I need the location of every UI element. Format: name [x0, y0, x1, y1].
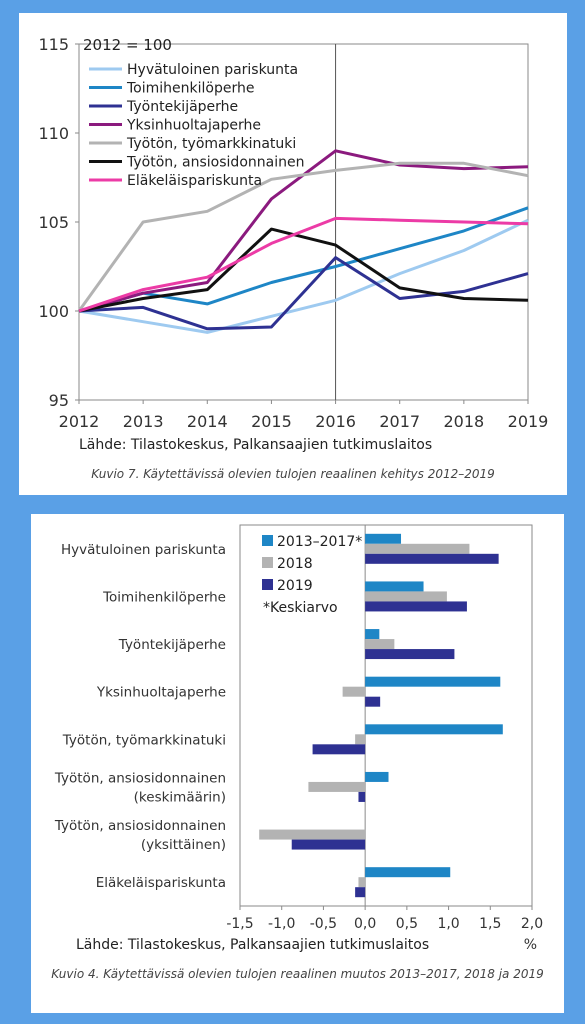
x-unit-label: % [524, 937, 537, 953]
bar-ty-t-n-ansiosidonnainen-yksitt-inen-2 [291, 839, 366, 850]
bar-hyv-tuloinen-pariskunta-2 [365, 553, 499, 564]
bar-ty-ntekij-perhe-0 [365, 629, 380, 640]
legend-label-ty-ntekij-perhe: Työntekijäperhe [126, 99, 238, 115]
bar-hyv-tuloinen-pariskunta-0 [365, 533, 402, 544]
plot-frame [239, 524, 533, 907]
y-tick-label-105: 105 [38, 213, 69, 232]
source-note: Lähde: Tilastokeskus, Palkansaajien tutk… [76, 937, 429, 953]
y-tick-label-95: 95 [49, 391, 69, 410]
series-line-hyv-tuloinen-pariskunta [78, 218, 529, 334]
legend-note: *Keskiarvo [263, 600, 338, 616]
legend-swatch-2 [262, 579, 273, 590]
category-label-ty-t-n-ty-markkinatuki-0: Työtön, työmarkkinatuki [62, 732, 226, 748]
series-line-ty-t-n-ty-markkinatuki [77, 161, 529, 312]
category-label-ty-t-n-ansiosidonnainen-keskim-rin-1: (keskimäärin) [134, 789, 226, 805]
bar-ty-t-n-ty-markkinatuki-2 [312, 744, 366, 755]
bar-ty-ntekij-perhe-2 [365, 649, 455, 660]
legend-label-el-kel-ispariskunta: Eläkeläispariskunta [127, 173, 262, 189]
category-label-toimihenkil-perhe-0: Toimihenkilöperhe [102, 589, 226, 605]
x-tick-label-2: -0,5 [310, 916, 337, 932]
index-base-note: 2012 = 100 [83, 36, 172, 54]
bar-el-kel-ispariskunta-0 [365, 867, 451, 878]
y-tick-label-110: 110 [38, 124, 69, 143]
bar-toimihenkil-perhe-2 [365, 601, 467, 612]
bar-ty-t-n-ansiosidonnainen-keskim-rin-1 [308, 781, 366, 792]
category-label-el-kel-ispariskunta-0: Eläkeläispariskunta [96, 875, 226, 891]
x-tick-label-1: -1,0 [268, 916, 295, 932]
legend-label-ty-t-n-ty-markkinatuki: Työtön, työmarkkinatuki [126, 136, 296, 152]
x-tick-label-2012: 2012 [59, 412, 100, 431]
series-line-toimihenkil-perhe [78, 206, 529, 313]
x-tick-label-7: 2,0 [521, 916, 543, 932]
series-line-ty-t-n-ansiosidonnainen [78, 227, 529, 313]
series-line-ty-ntekij-perhe [78, 256, 529, 331]
legend-label-hyv-tuloinen-pariskunta: Hyvätuloinen pariskunta [127, 62, 298, 78]
bar-ty-t-n-ansiosidonnainen-keskim-rin-0 [365, 771, 389, 782]
category-label-ty-t-n-ansiosidonnainen-yksitt-inen-0: Työtön, ansiosidonnainen [54, 818, 226, 834]
x-tick-label-2014: 2014 [187, 412, 228, 431]
legend-label-0: 2013–2017* [277, 534, 362, 550]
x-tick-label-0: -1,5 [226, 916, 253, 932]
bar-chart-panel: -1,5 -1,0 -0,5 0,0 0,5 1,0 1,5 2,0% Hyvätuloinen… [31, 514, 564, 1013]
x-tick-label-5: 1,0 [437, 916, 459, 932]
legend-label-2: 2019 [277, 578, 313, 594]
line-chart-caption: Kuvio 7. Käytettävissä olevien tulojen r… [91, 467, 495, 481]
bar-yksinhuoltajaperhe-2 [365, 696, 381, 707]
legend-label-ty-t-n-ansiosidonnainen: Työtön, ansiosidonnainen [126, 155, 304, 171]
x-tick-label-2015: 2015 [251, 412, 292, 431]
category-label-hyv-tuloinen-pariskunta-0: Hyvätuloinen pariskunta [61, 542, 226, 558]
source-note: Lähde: Tilastokeskus, Palkansaajien tutk… [79, 437, 432, 453]
bar-toimihenkil-perhe-1 [365, 591, 447, 602]
bar-ty-t-n-ty-markkinatuki-0 [365, 724, 503, 735]
category-label-yksinhuoltajaperhe-0: Yksinhuoltajaperhe [96, 685, 226, 701]
bar-el-kel-ispariskunta-2 [355, 887, 366, 898]
legend-label-toimihenkil-perhe: Toimihenkilöperhe [126, 81, 254, 97]
category-label-ty-t-n-ansiosidonnainen-yksitt-inen-1: (yksittäinen) [141, 837, 226, 853]
legend-label-1: 2018 [277, 556, 313, 572]
series-line-el-kel-ispariskunta [78, 216, 529, 313]
bar-toimihenkil-perhe-0 [365, 581, 424, 592]
bar-ty-ntekij-perhe-1 [365, 639, 395, 650]
bar-yksinhuoltajaperhe-1 [342, 686, 366, 697]
bar-hyv-tuloinen-pariskunta-1 [365, 543, 470, 554]
legend-swatch-1 [262, 557, 273, 568]
x-tick-label-2019: 2019 [508, 412, 549, 431]
x-tick-label-2013: 2013 [123, 412, 164, 431]
bar-yksinhuoltajaperhe-0 [365, 676, 501, 687]
bar-ty-t-n-ansiosidonnainen-keskim-rin-2 [358, 791, 366, 802]
line-chart: 95 100 105 110 115 2012 2013 2014 2015 2016 2017 20… [38, 35, 549, 453]
category-label-ty-ntekij-perhe-0: Työntekijäperhe [118, 637, 226, 653]
x-tick-label-4: 0,5 [396, 916, 418, 932]
y-tick-label-115: 115 [38, 35, 69, 54]
bar-ty-t-n-ty-markkinatuki-1 [355, 734, 366, 745]
bar-el-kel-ispariskunta-1 [358, 877, 366, 888]
x-tick-label-6: 1,5 [479, 916, 501, 932]
line-chart-panel: 95 100 105 110 115 2012 2013 2014 2015 2016 2017 20… [19, 13, 567, 495]
x-tick-label-2017: 2017 [379, 412, 420, 431]
bar-chart-caption: Kuvio 4. Käytettävissä olevien tulojen r… [51, 967, 544, 981]
x-tick-label-3: 0,0 [354, 916, 376, 932]
legend-label-yksinhuoltajaperhe: Yksinhuoltajaperhe [126, 118, 261, 134]
category-label-ty-t-n-ansiosidonnainen-keskim-rin-0: Työtön, ansiosidonnainen [54, 770, 226, 786]
y-tick-label-100: 100 [38, 302, 69, 321]
bar-ty-t-n-ansiosidonnainen-yksitt-inen-1 [259, 829, 366, 840]
legend-swatch-0 [262, 535, 273, 546]
bar-chart: -1,5 -1,0 -0,5 0,0 0,5 1,0 1,5 2,0% Hyvätuloinen… [54, 524, 543, 953]
x-tick-label-2016: 2016 [315, 412, 356, 431]
x-tick-label-2018: 2018 [443, 412, 484, 431]
